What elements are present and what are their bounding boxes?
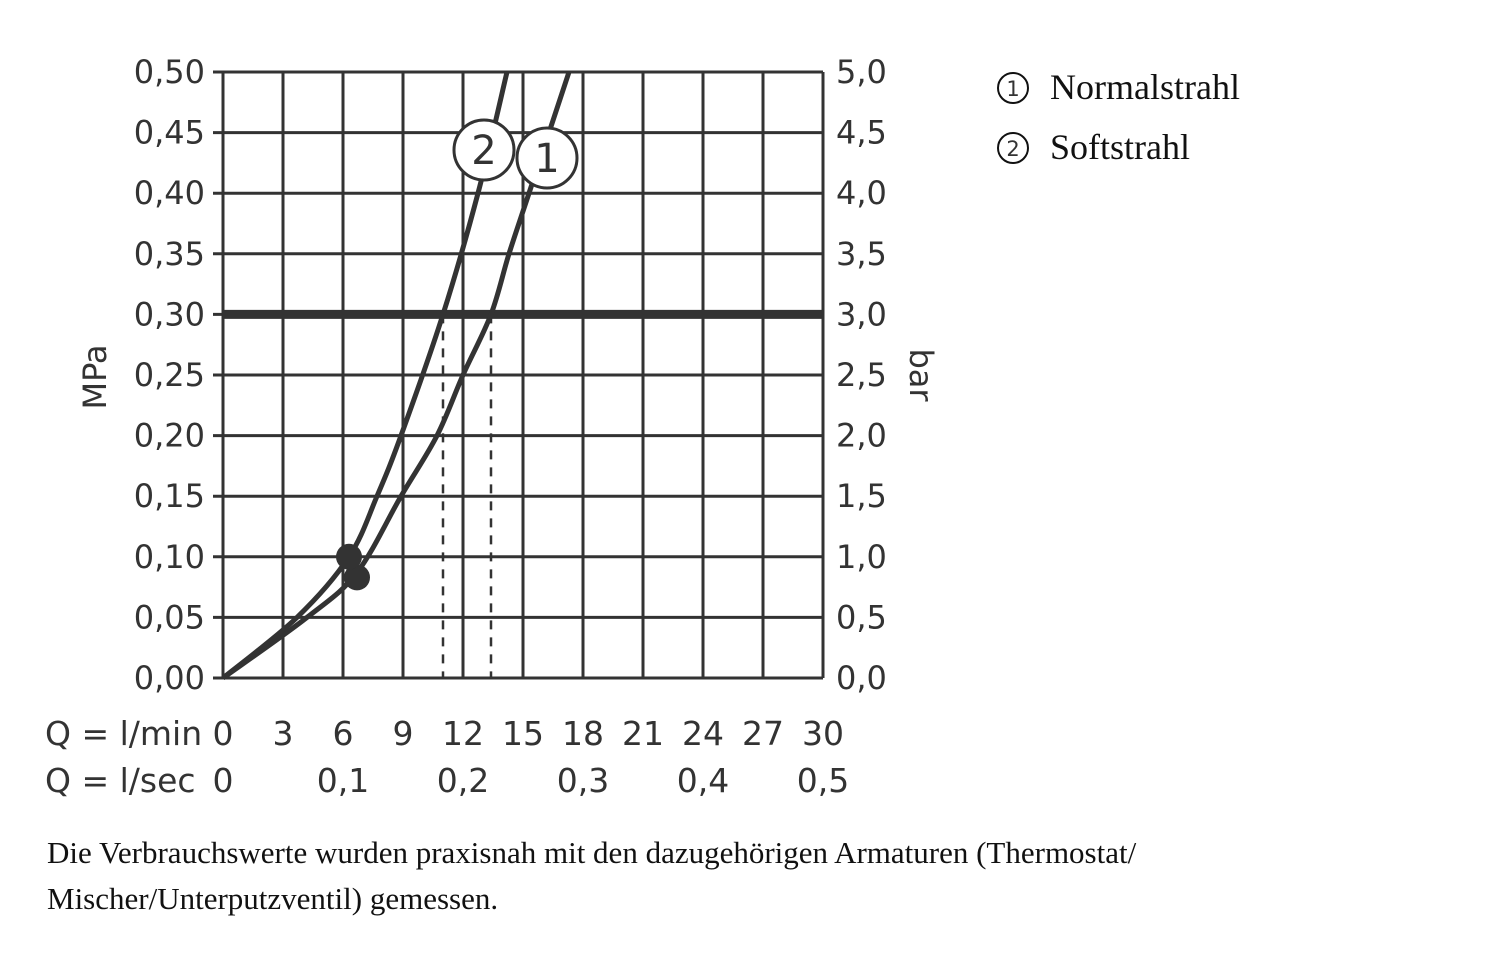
legend-marker-circle bbox=[997, 132, 1029, 164]
x-tick-label: 0,4 bbox=[677, 761, 729, 800]
y-tick-label-left: 0,45 bbox=[134, 114, 205, 152]
y-tick-label-right: 1,5 bbox=[836, 477, 887, 515]
series-dot bbox=[336, 543, 362, 570]
series-dot bbox=[344, 564, 370, 591]
y-tick-label-left: 0,50 bbox=[134, 53, 205, 91]
x-axis-label-row: Q = l/sec bbox=[45, 761, 196, 800]
y-axis-label-right: bar bbox=[902, 348, 940, 402]
x-tick-label: 0 bbox=[213, 761, 234, 800]
x-tick-label: 18 bbox=[562, 714, 604, 753]
x-tick-label: 30 bbox=[802, 714, 844, 753]
y-tick-label-left: 0,20 bbox=[134, 417, 205, 455]
y-tick-label-right: 0,5 bbox=[836, 598, 887, 636]
y-tick-label-left: 0,25 bbox=[134, 356, 205, 394]
x-tick-label: 21 bbox=[622, 714, 664, 753]
x-tick-label: 0,2 bbox=[437, 761, 489, 800]
legend-label: Normalstrahl bbox=[1050, 67, 1240, 107]
x-tick-label: 0,3 bbox=[557, 761, 609, 800]
y-tick-label-left: 0,05 bbox=[134, 598, 205, 636]
series-marker-label: 1 bbox=[534, 136, 559, 182]
y-tick-label-right: 3,0 bbox=[836, 295, 887, 333]
x-tick-label: 9 bbox=[393, 714, 414, 753]
legend-marker-number: 2 bbox=[1006, 137, 1019, 161]
y-axis-label-left: MPa bbox=[76, 344, 114, 409]
flow-pressure-chart: 0,000,050,100,150,200,250,300,350,400,45… bbox=[45, 53, 1240, 800]
y-tick-label-left: 0,00 bbox=[134, 659, 205, 697]
x-tick-label: 3 bbox=[273, 714, 294, 753]
y-tick-label-left: 0,35 bbox=[134, 235, 205, 273]
x-axis-label-row: Q = l/min bbox=[45, 714, 202, 753]
y-tick-label-right: 3,5 bbox=[836, 235, 887, 273]
y-tick-label-right: 4,0 bbox=[836, 174, 887, 212]
legend-marker-circle bbox=[997, 72, 1029, 104]
x-tick-label: 6 bbox=[333, 714, 354, 753]
x-tick-label: 0 bbox=[213, 714, 234, 753]
series-marker-circle bbox=[452, 118, 516, 182]
legend-label: Softstrahl bbox=[1050, 127, 1190, 167]
caption: Die Verbrauchswerte wurden praxisnah mit… bbox=[47, 835, 1137, 916]
y-tick-label-left: 0,10 bbox=[134, 538, 205, 576]
y-tick-label-right: 2,5 bbox=[836, 356, 887, 394]
x-tick-label: 0,1 bbox=[317, 761, 369, 800]
series-line-normalstrahl bbox=[221, 71, 572, 681]
y-tick-label-right: 0,0 bbox=[836, 659, 887, 697]
y-tick-label-left: 0,40 bbox=[134, 174, 205, 212]
y-tick-label-right: 1,0 bbox=[836, 538, 887, 576]
y-tick-label-right: 2,0 bbox=[836, 417, 887, 455]
x-tick-label: 0,5 bbox=[797, 761, 849, 800]
x-tick-label: 15 bbox=[502, 714, 544, 753]
y-tick-label-left: 0,15 bbox=[134, 477, 205, 515]
series-marker-circle bbox=[515, 126, 579, 190]
x-tick-label: 24 bbox=[682, 714, 724, 753]
x-tick-label: 12 bbox=[442, 714, 484, 753]
x-tick-label: 27 bbox=[742, 714, 784, 753]
y-tick-label-right: 5,0 bbox=[836, 53, 887, 91]
legend-marker-number: 1 bbox=[1006, 77, 1019, 101]
series-marker-label: 2 bbox=[471, 128, 496, 174]
y-tick-label-right: 4,5 bbox=[836, 114, 887, 152]
y-tick-label-left: 0,30 bbox=[134, 295, 205, 333]
series-line-softstrahl bbox=[221, 71, 510, 680]
